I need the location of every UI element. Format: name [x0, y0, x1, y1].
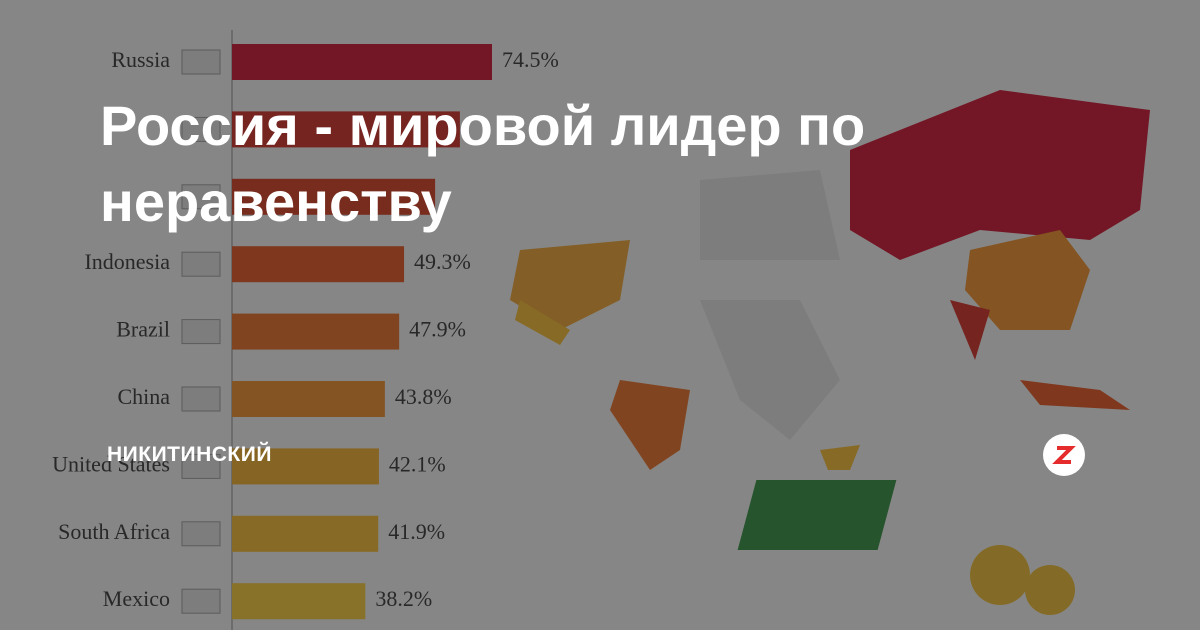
logo — [1043, 434, 1085, 476]
headline: Россия - мировой лидер по неравенству — [100, 94, 866, 233]
author: НИКИТИНСКИЙ — [107, 443, 272, 466]
logo-icon — [1052, 446, 1076, 464]
